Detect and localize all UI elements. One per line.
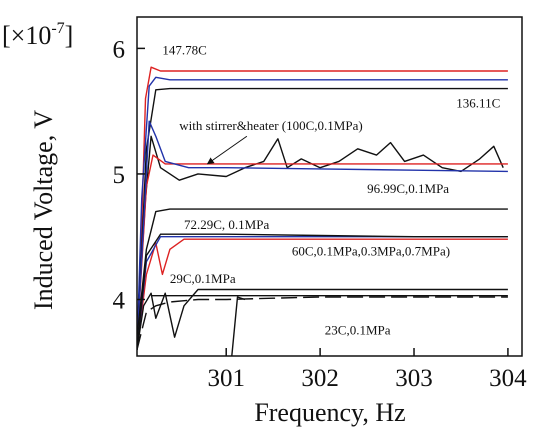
y-tick-label-2: 5 xyxy=(113,162,126,189)
series-line-6 xyxy=(137,120,508,344)
annotation-6: 60C,0.1MPa,0.3MPa,0.7MPa) xyxy=(292,244,450,259)
annotation-2: 136.11C xyxy=(456,95,500,110)
x-tick-label-3: 303 xyxy=(395,365,433,392)
series-line-5 xyxy=(137,154,508,344)
annotation-5: 72.29C, 0.1MPa xyxy=(184,217,269,232)
y-tick-label-1: 4 xyxy=(113,288,126,315)
scale-label: [×10-7] xyxy=(2,20,73,50)
x-tick-label-4: 304 xyxy=(489,365,527,392)
annotation-3: with stirrer&heater (100C,0.1MPa) xyxy=(179,118,362,133)
annotation-7: 29C,0.1MPa xyxy=(170,271,236,286)
series-line-13 xyxy=(231,296,246,356)
series-layer xyxy=(137,66,508,356)
series-line-11 xyxy=(137,288,508,350)
annotation-1: 147.78C xyxy=(162,43,206,58)
series-line-7 xyxy=(137,208,508,338)
x-tick-label-1: 301 xyxy=(207,365,245,392)
plot-frame xyxy=(136,16,523,357)
y-tick-label-3: 6 xyxy=(113,36,126,63)
annotation-4: 96.99C,0.1MPa xyxy=(367,181,449,196)
x-axis-label: Frequency, Hz xyxy=(254,398,405,427)
annotation-layer: 147.78C 136.11C with stirrer&heater (100C,… xyxy=(162,43,500,338)
series-line-8 xyxy=(137,238,508,350)
tick-layer: 301 302 303 304 4 5 6 xyxy=(113,36,528,392)
annotation-arrow xyxy=(206,135,248,165)
series-line-12 xyxy=(137,296,508,350)
scale-exponent: -7 xyxy=(51,20,64,37)
x-tick-label-2: 302 xyxy=(301,365,339,392)
annotation-8: 23C,0.1MPa xyxy=(325,323,391,338)
y-axis-label: Induced Voltage, V xyxy=(29,110,58,310)
series-line-2 xyxy=(137,76,508,350)
series-line-10 xyxy=(137,233,508,350)
